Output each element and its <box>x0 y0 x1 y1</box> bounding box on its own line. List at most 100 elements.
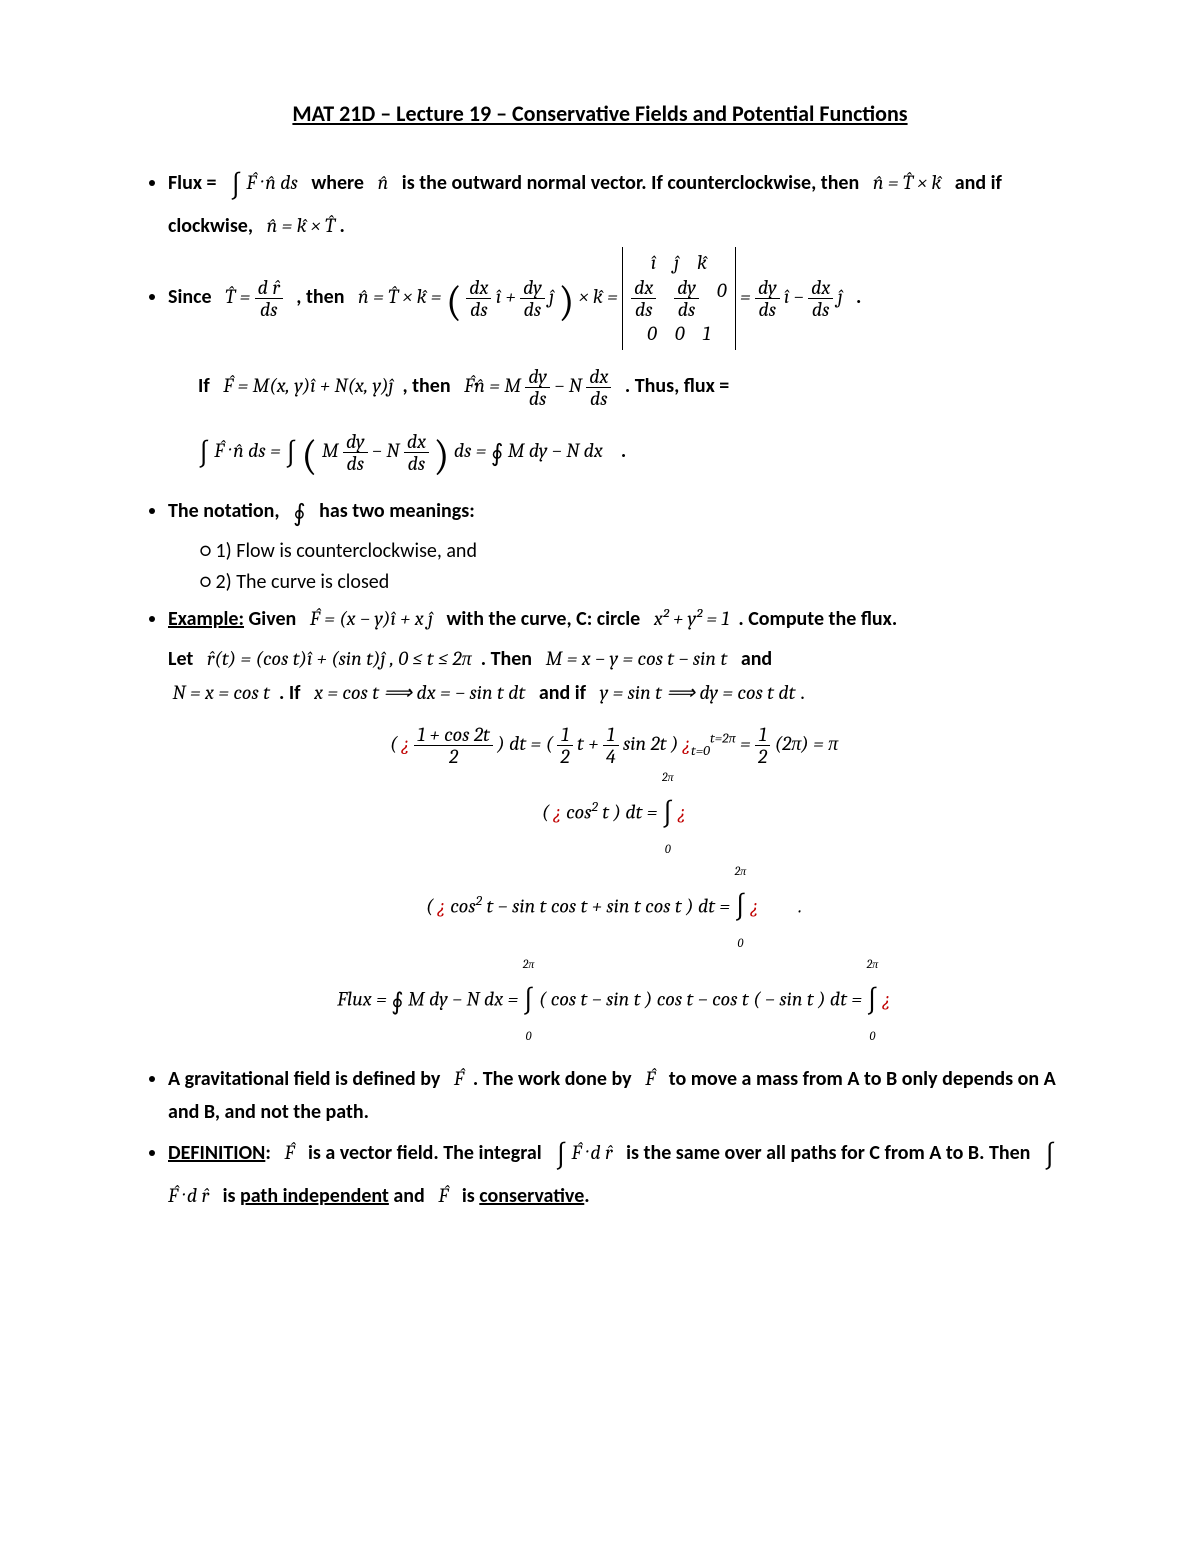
n: dx <box>631 277 656 299</box>
sub-list: 1) Flow is counterclockwise, and 2) The … <box>168 536 1060 598</box>
c: 1 <box>703 320 711 348</box>
text: is the outward normal vector. If counter… <box>402 171 859 195</box>
c: î <box>651 249 656 277</box>
den: ds <box>255 299 283 320</box>
example-calc: ( ¿ 1 + cos 2t2 ) dt = ( 12 t + 14 sin 2… <box>168 724 1060 1048</box>
lecture-page: MAT 21D – Lecture 19 – Conservative Fiel… <box>0 0 1200 1553</box>
t: F̂·n̂ = M <box>464 374 521 397</box>
n: dy <box>520 277 545 299</box>
math-ccw: n̂ = T̂ × k̂ <box>873 171 941 194</box>
text: , then <box>402 374 450 398</box>
ij2: ĵ <box>549 285 554 308</box>
math-n-calc: n̂ = T̂ × k̂ = ( dxds î + dyds ĵ ) × k̂ … <box>358 285 847 308</box>
text: Since <box>168 285 212 309</box>
M-ex: M = x − y = cos t − sin t <box>546 647 728 670</box>
F-MN: F̂ = M(x, y)î + N(x, y)ĵ <box>223 374 393 397</box>
example-let: Let r̂(t) = (cos t)î + (sin t)ĵ , 0 ≤ t … <box>168 642 1060 710</box>
math-cw: n̂ = k̂ × T̂ <box>267 214 335 237</box>
text: . <box>340 214 345 238</box>
c: k̂ <box>697 249 707 277</box>
math-nhat: n̂ <box>378 171 389 194</box>
oint-symbol: ∮ <box>293 499 306 527</box>
t: − N <box>554 374 582 397</box>
dx-ex: x = cos t ⟹ dx = − sin t dt <box>314 681 525 704</box>
text: , then <box>296 285 344 309</box>
rt: r̂(t) = (cos t)î + (sin t)ĵ <box>207 647 385 670</box>
colon: : <box>265 1141 271 1165</box>
resj: ĵ <box>838 285 843 308</box>
c: ĵ <box>674 249 679 277</box>
text: and <box>741 647 772 671</box>
Fn-MN: F̂·n̂ = M dyds − N dxds <box>464 374 616 397</box>
math-T: T̂ = d r̂ ds <box>225 285 287 308</box>
d: ds <box>586 388 611 409</box>
bullet-since: Since T̂ = d r̂ ds , then n̂ = T̂ × k̂ =… <box>168 247 1060 490</box>
text: is a vector field. The integral <box>308 1141 542 1165</box>
dy-ex: y = sin t ⟹ dy = cos t dt <box>600 681 796 704</box>
example-label: Example: <box>168 607 244 631</box>
flux-integral-line: ∫ F̂ · n̂ ds = ∫ ( M dyds − N dxds ) ds … <box>168 421 1060 490</box>
resi: î − <box>784 285 804 308</box>
N-ex: N = x = cos t <box>173 681 270 704</box>
text: . <box>621 439 626 463</box>
ij1: î + <box>496 285 516 308</box>
text: . The work done by <box>473 1067 632 1091</box>
d: ds <box>466 299 491 320</box>
math-int-Fn: ∫ F̂ · n̂ ds <box>230 171 298 194</box>
main-list: Flux = ∫ F̂ · n̂ ds where n̂ is the outw… <box>140 163 1060 1213</box>
d: ds <box>404 453 429 474</box>
text: . Then <box>481 647 532 671</box>
text: If <box>198 374 210 398</box>
sub-closed: 2) The curve is closed <box>200 567 1060 598</box>
xk: × k̂ = <box>579 285 618 308</box>
d: ds <box>808 299 833 320</box>
d: ds <box>755 299 780 320</box>
d: ds <box>343 453 368 474</box>
text: and <box>393 1184 424 1208</box>
text: Given <box>249 607 297 631</box>
def-label: DEFINITION <box>168 1141 265 1165</box>
c: 0 <box>647 320 657 348</box>
determinant: îĵk̂ dxds dyds 0 001 <box>622 247 736 350</box>
n: dx <box>586 366 611 388</box>
d: ds <box>520 299 545 320</box>
eq: = <box>740 285 751 308</box>
conservative: conservative <box>479 1184 584 1208</box>
text: is the same over all paths for C from A … <box>626 1141 1030 1165</box>
bullet-notation: The notation, ∮ has two meanings: 1) Flo… <box>168 494 1060 598</box>
c: 0 <box>717 277 727 320</box>
F-sym2: F̂ <box>645 1067 655 1090</box>
F-sym4: F̂ <box>438 1184 448 1207</box>
T-eq: T̂ = <box>225 285 250 308</box>
bullet-gravity: A gravitational field is defined by F̂ .… <box>168 1062 1060 1129</box>
text: . Compute the flux. <box>738 607 897 631</box>
bullet-example: Example: Given F̂ = (x − y)î + x ĵ with … <box>168 602 1060 1048</box>
text: . Thus, flux = <box>625 374 729 398</box>
text: Let <box>168 647 193 671</box>
if-line: If F̂ = M(x, y)î + N(x, y)ĵ , then F̂·n̂… <box>168 366 1060 409</box>
d: ds <box>525 388 550 409</box>
d: ds <box>631 299 656 320</box>
circle: x² + y² = 1 <box>654 607 729 630</box>
d: ds <box>674 299 699 320</box>
n: dx <box>404 431 429 453</box>
n: dy <box>755 277 780 299</box>
n: dy <box>674 277 699 299</box>
flux-int: ∫ F̂ · n̂ ds = ∫ ( M dyds − N dxds ) ds … <box>198 439 607 462</box>
c: 0 <box>675 320 685 348</box>
int-Fdr: ∫ F̂ · d r̂ <box>555 1141 612 1164</box>
frac-drds: d r̂ ds <box>255 277 283 320</box>
text: has two meanings: <box>319 499 475 523</box>
bullet-flux: Flux = ∫ F̂ · n̂ ds where n̂ is the outw… <box>168 163 1060 243</box>
n: dx <box>466 277 491 299</box>
text: The notation, <box>168 499 279 523</box>
text: . If <box>279 681 301 705</box>
text: Flux = <box>168 171 217 195</box>
n: dy <box>343 431 368 453</box>
trng: , 0 ≤ t ≤ 2π <box>390 647 472 670</box>
page-title: MAT 21D – Lecture 19 – Conservative Fiel… <box>140 100 1060 127</box>
text: is <box>223 1184 236 1208</box>
text: and if <box>539 681 586 705</box>
text: . <box>856 285 861 309</box>
text: where <box>311 171 364 195</box>
